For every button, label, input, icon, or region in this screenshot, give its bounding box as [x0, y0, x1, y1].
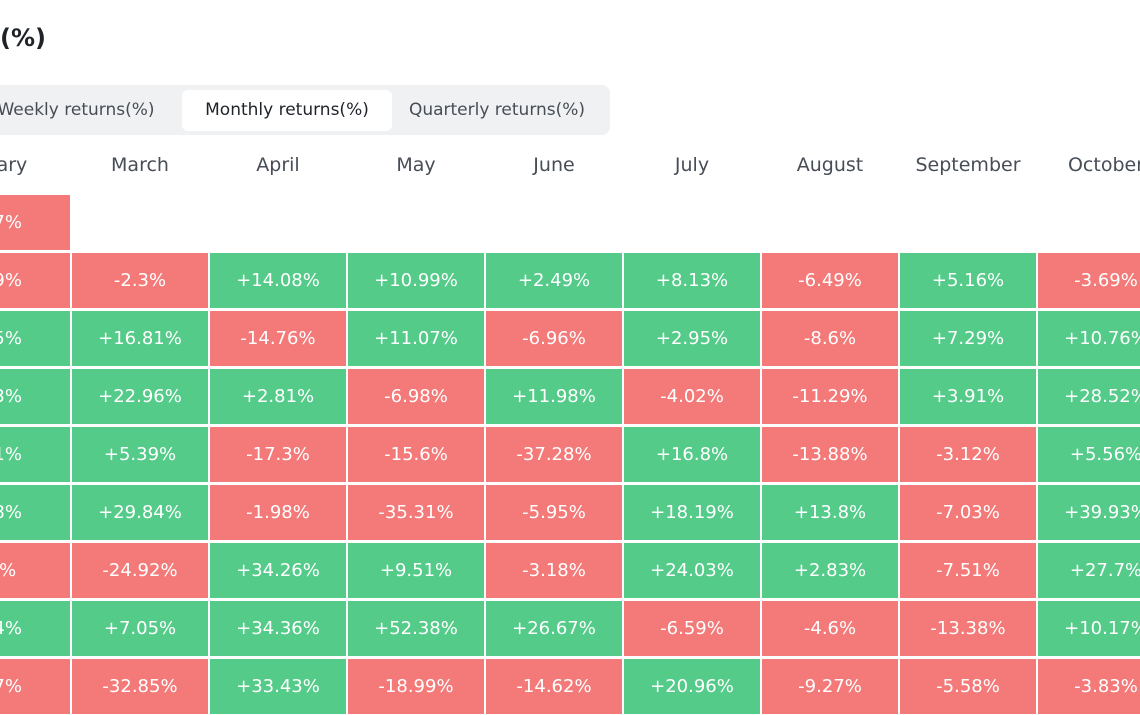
return-cell: +52.38%: [348, 601, 484, 656]
return-cell: -13.38%: [900, 601, 1036, 656]
column-header: March: [111, 154, 169, 176]
return-cell: +5.16%: [900, 253, 1036, 308]
return-cell: -5.95%: [486, 485, 622, 540]
return-cell: +20.96%: [624, 659, 760, 714]
return-cell: +9.51%: [348, 543, 484, 598]
return-cell: -8.6%: [762, 311, 898, 366]
return-cell: +7.05%: [72, 601, 208, 656]
return-cell: +7.29%: [900, 311, 1036, 366]
return-cell: 55%: [0, 311, 70, 366]
return-cell: +13.8%: [762, 485, 898, 540]
return-cell: +14.08%: [210, 253, 346, 308]
return-cell: +33.43%: [210, 659, 346, 714]
return-cell: -9.27%: [762, 659, 898, 714]
return-cell: +10.99%: [348, 253, 484, 308]
tab[interactable]: Monthly returns(%): [182, 90, 392, 131]
return-cell: -4.6%: [762, 601, 898, 656]
tab-bar: Weekly returns(%) Monthly returns(%) Quart…: [0, 85, 610, 135]
return-cell: -7.51%: [900, 543, 1036, 598]
return-cell: -6.49%: [762, 253, 898, 308]
tab[interactable]: Quarterly returns(%): [408, 100, 586, 120]
return-cell: +2.95%: [624, 311, 760, 366]
return-cell: +11.07%: [348, 311, 484, 366]
return-cell: -6.98%: [348, 369, 484, 424]
return-cell: 6%: [0, 543, 70, 598]
return-cell: 47%: [0, 659, 70, 714]
return-cell: +2.83%: [762, 543, 898, 598]
return-cell: -15.6%: [348, 427, 484, 482]
column-header: April: [256, 154, 300, 176]
return-cell: -7.03%: [900, 485, 1036, 540]
column-header: July: [674, 154, 710, 176]
return-cell: -32.85%: [72, 659, 208, 714]
return-cell: +18.19%: [624, 485, 760, 540]
return-cell: +16.81%: [72, 311, 208, 366]
return-cell: -4.02%: [624, 369, 760, 424]
return-cell: 21%: [0, 427, 70, 482]
return-cell: -2.3%: [72, 253, 208, 308]
column-header: October: [1067, 154, 1140, 176]
return-cell: +22.96%: [72, 369, 208, 424]
return-cell: +34.26%: [210, 543, 346, 598]
return-cell: +10.17%: [1038, 601, 1140, 656]
return-cell: 14%: [0, 601, 70, 656]
title: (%): [0, 24, 46, 52]
return-cell: -3.12%: [900, 427, 1036, 482]
return-cell: -3.83%: [1038, 659, 1140, 714]
column-header: September: [915, 154, 1021, 176]
return-cell: 57%: [0, 195, 70, 250]
return-cell: +26.67%: [486, 601, 622, 656]
return-cell: -3.69%: [1038, 253, 1140, 308]
return-cell: -18.99%: [348, 659, 484, 714]
return-cell: -3.18%: [486, 543, 622, 598]
return-cell: +11.98%: [486, 369, 622, 424]
return-cell: -37.28%: [486, 427, 622, 482]
return-cell: +3.91%: [900, 369, 1036, 424]
return-cell: 03%: [0, 369, 70, 424]
return-cell: +29.84%: [72, 485, 208, 540]
column-header: June: [533, 154, 575, 176]
return-cell: 78%: [0, 485, 70, 540]
return-cell: -1.98%: [210, 485, 346, 540]
return-cell: -6.59%: [624, 601, 760, 656]
return-cell: +24.03%: [624, 543, 760, 598]
return-cell: -17.3%: [210, 427, 346, 482]
return-cell: -13.88%: [762, 427, 898, 482]
return-cell: 39%: [0, 253, 70, 308]
return-cell: -11.29%: [762, 369, 898, 424]
return-cell: +10.76%: [1038, 311, 1140, 366]
return-cell: +8.13%: [624, 253, 760, 308]
return-cell: +2.81%: [210, 369, 346, 424]
tab[interactable]: Weekly returns(%): [0, 100, 155, 120]
return-cell: +34.36%: [210, 601, 346, 656]
return-cell: -6.96%: [486, 311, 622, 366]
return-cell: +27.7%: [1038, 543, 1140, 598]
return-cell: +39.93%: [1038, 485, 1140, 540]
column-header: May: [396, 154, 436, 176]
return-cell: -35.31%: [348, 485, 484, 540]
return-cell: -24.92%: [72, 543, 208, 598]
return-cell: +16.8%: [624, 427, 760, 482]
column-header: August: [796, 154, 864, 176]
return-cell: -5.58%: [900, 659, 1036, 714]
return-cell: +5.39%: [72, 427, 208, 482]
return-cell: -14.62%: [486, 659, 622, 714]
column-header: ruary: [0, 154, 28, 176]
return-cell: +2.49%: [486, 253, 622, 308]
return-cell: -14.76%: [210, 311, 346, 366]
return-cell: +28.52%: [1038, 369, 1140, 424]
return-cell: +5.56%: [1038, 427, 1140, 482]
